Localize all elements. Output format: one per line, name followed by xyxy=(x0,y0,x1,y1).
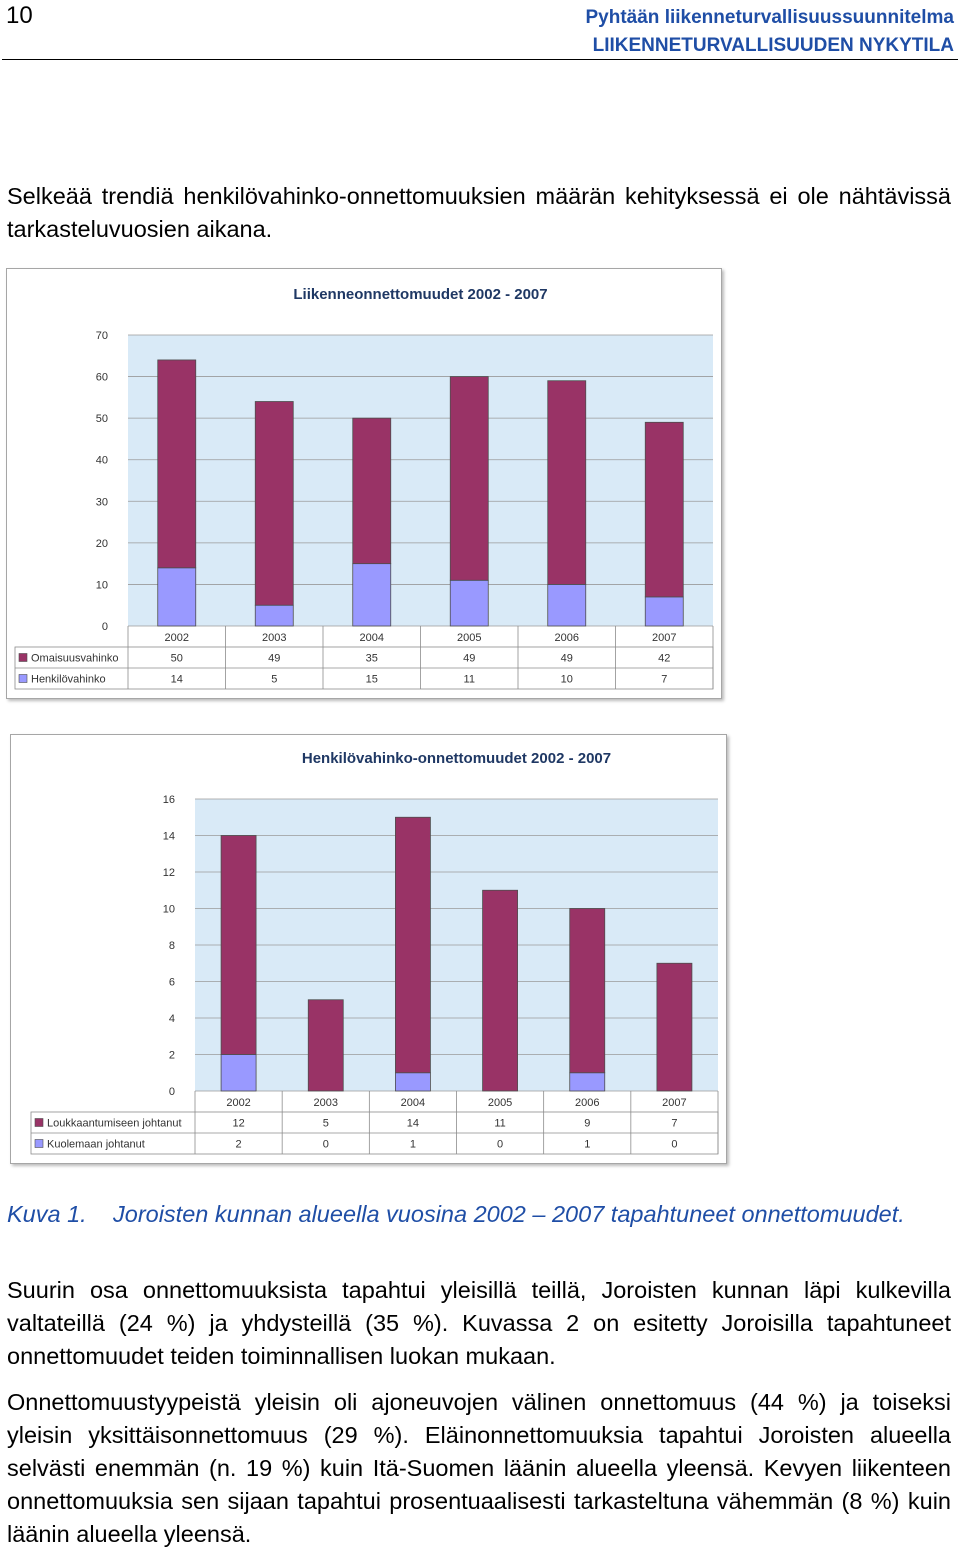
caption-text: Joroisten kunnan alueella vuosina 2002 –… xyxy=(113,1201,905,1227)
legend-label: Henkilövahinko xyxy=(31,673,106,685)
data-table-value: 15 xyxy=(366,673,378,685)
legend-swatch xyxy=(34,1139,44,1148)
bar-segment-bottom xyxy=(157,567,197,627)
y-tick-label: 60 xyxy=(96,372,108,384)
data-table-value: 49 xyxy=(561,652,573,664)
y-tick-label: 0 xyxy=(102,621,108,633)
bar-segment-top xyxy=(220,835,257,1055)
data-table-value: 35 xyxy=(366,652,378,664)
bar-segment-top xyxy=(307,999,344,1092)
x-category-label: 2004 xyxy=(401,1097,425,1109)
y-tick-label: 10 xyxy=(163,904,175,916)
legend-swatch xyxy=(18,674,28,683)
bar-segment-bottom xyxy=(352,563,392,627)
y-tick-label: 12 xyxy=(163,867,175,879)
data-table-value: 42 xyxy=(658,652,670,664)
y-tick-label: 50 xyxy=(96,413,108,425)
data-table-value: 12 xyxy=(232,1117,244,1129)
bar-segment-top xyxy=(449,376,489,581)
x-category-label: 2004 xyxy=(360,632,384,644)
header-rule xyxy=(2,59,958,60)
y-tick-label: 2 xyxy=(169,1050,175,1062)
bar-segment-bottom xyxy=(644,596,684,627)
y-tick-label: 10 xyxy=(96,579,108,591)
body-paragraph-2: Onnettomuustyypeistä yleisin oli ajoneuv… xyxy=(7,1389,951,1547)
bar-segment-top xyxy=(656,962,693,1092)
document-title: Pyhtään liikenneturvallisuussuunnitelma xyxy=(585,7,955,28)
data-table-value: 0 xyxy=(497,1138,503,1150)
y-tick-label: 30 xyxy=(96,496,108,508)
bar-segment-bottom xyxy=(547,584,587,627)
x-category-label: 2002 xyxy=(226,1097,250,1109)
legend-label: Kuolemaan johtanut xyxy=(47,1138,145,1150)
data-table-value: 7 xyxy=(661,673,667,685)
bar-segment-top xyxy=(395,816,431,1074)
legend-swatch xyxy=(18,653,28,662)
data-table-value: 0 xyxy=(323,1138,329,1150)
legend-swatch xyxy=(34,1118,44,1127)
y-tick-label: 4 xyxy=(169,1013,175,1025)
y-tick-label: 70 xyxy=(96,330,108,342)
data-table-value: 50 xyxy=(171,652,183,664)
intro-paragraph: Selkeää trendiä henkilövahinko-onnettomu… xyxy=(7,183,951,242)
chart-injury-accidents: Henkilövahinko-onnettomuudet 2002 - 2007… xyxy=(30,750,719,1155)
y-tick-label: 14 xyxy=(163,831,175,843)
data-table-value: 49 xyxy=(463,652,475,664)
y-tick-label: 20 xyxy=(96,538,108,550)
plot-area xyxy=(128,335,713,626)
legend-label: Omaisuusvahinko xyxy=(31,652,118,664)
chart-frame-injury-accidents: Henkilövahinko-onnettomuudet 2002 - 2007… xyxy=(10,734,727,1164)
x-category-label: 2003 xyxy=(262,632,286,644)
data-table-value: 2 xyxy=(236,1138,242,1150)
body-paragraph-1: Suurin osa onnettomuuksista tapahtui yle… xyxy=(7,1277,951,1369)
data-table-value: 5 xyxy=(271,673,277,685)
data-table-value: 1 xyxy=(410,1138,416,1150)
chart-title: Liikenneonnettomuudet 2002 - 2007 xyxy=(293,286,547,303)
x-category-label: 2003 xyxy=(314,1097,338,1109)
bar-segment-top xyxy=(254,401,294,606)
bar-segment-bottom xyxy=(569,1072,606,1092)
data-table-value: 7 xyxy=(671,1117,677,1129)
data-table-value: 11 xyxy=(494,1117,505,1129)
x-category-label: 2005 xyxy=(488,1097,512,1109)
x-category-label: 2007 xyxy=(652,632,676,644)
chart-frame-accidents: Liikenneonnettomuudet 2002 - 2007 0 10 20 30… xyxy=(6,268,722,699)
data-table-value: 10 xyxy=(561,673,573,685)
bar-segment-top xyxy=(352,417,392,565)
data-table-value: 11 xyxy=(464,673,475,685)
bar-segment-bottom xyxy=(254,604,294,627)
running-header: Pyhtään liikenneturvallisuussuunnitelma … xyxy=(586,4,955,60)
data-table-value: 5 xyxy=(323,1117,329,1129)
bar-segment-top xyxy=(482,889,518,1092)
bar-segment-bottom xyxy=(395,1072,431,1092)
caption-label: Kuva 1. xyxy=(7,1201,87,1227)
y-tick-label: 16 xyxy=(163,794,175,806)
chart-accidents: Liikenneonnettomuudet 2002 - 2007 0 10 20 30… xyxy=(14,286,714,690)
bar-segment-top xyxy=(569,908,606,1074)
y-tick-label: 40 xyxy=(96,455,108,467)
data-table-value: 0 xyxy=(671,1138,677,1150)
data-table-value: 49 xyxy=(268,652,280,664)
x-category-label: 2002 xyxy=(165,632,189,644)
y-tick-label: 8 xyxy=(169,940,175,952)
data-table-value: 14 xyxy=(171,673,183,685)
x-category-label: 2007 xyxy=(662,1097,686,1109)
data-table-value: 14 xyxy=(407,1117,419,1129)
data-table-value: 1 xyxy=(584,1138,590,1150)
bar-segment-top xyxy=(157,359,197,569)
y-tick-label: 6 xyxy=(169,977,175,989)
page-number: 10 xyxy=(6,2,33,29)
legend-label: Loukkaantumiseen johtanut xyxy=(47,1117,182,1129)
bar-segment-bottom xyxy=(220,1054,257,1092)
bar-segment-bottom xyxy=(449,579,489,627)
x-category-label: 2006 xyxy=(555,632,579,644)
bar-segment-top xyxy=(644,421,684,598)
chart-title: Henkilövahinko-onnettomuudet 2002 - 2007 xyxy=(302,750,611,767)
x-category-label: 2005 xyxy=(457,632,481,644)
y-tick-label: 0 xyxy=(169,1086,175,1098)
data-table-value: 9 xyxy=(584,1117,590,1129)
bar-segment-top xyxy=(547,380,587,585)
x-category-label: 2006 xyxy=(575,1097,599,1109)
section-title: LIIKENNETURVALLISUUDEN NYKYTILA xyxy=(592,35,954,56)
